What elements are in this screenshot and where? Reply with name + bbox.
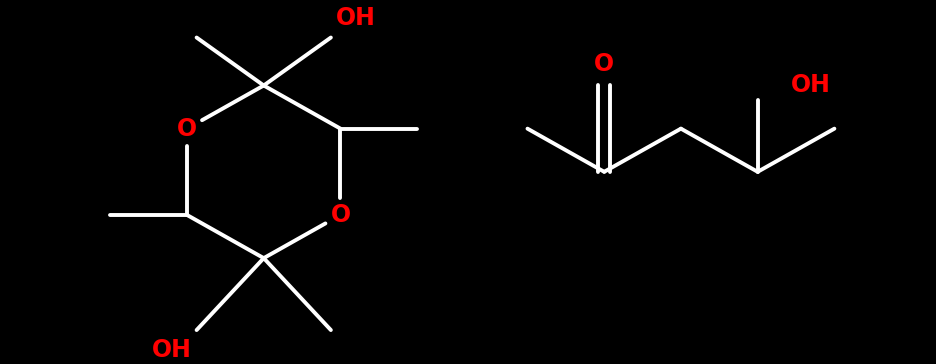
Text: O: O <box>177 116 197 141</box>
Text: O: O <box>593 52 614 76</box>
Text: O: O <box>330 203 350 227</box>
Text: OH: OH <box>790 74 830 98</box>
Text: OH: OH <box>335 6 375 30</box>
Text: OH: OH <box>152 338 192 362</box>
